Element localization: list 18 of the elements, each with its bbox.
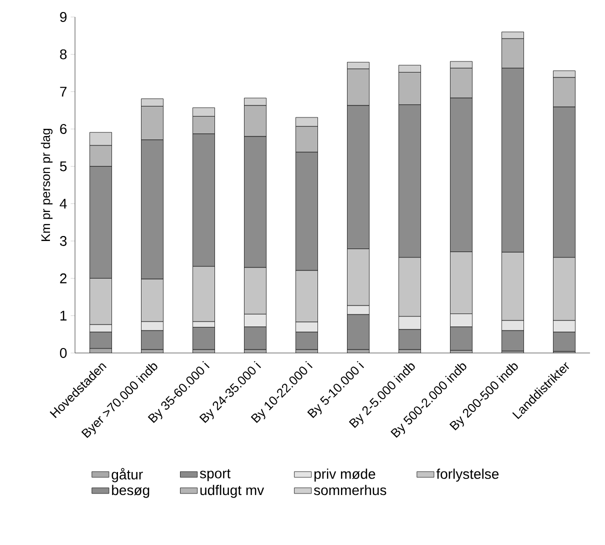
y-tick-label: 1 xyxy=(60,310,67,320)
legend-label: besøg xyxy=(112,484,150,498)
y-axis-title: Km pr person pr dag xyxy=(40,128,53,241)
legend-label: priv møde xyxy=(314,468,376,482)
y-tick-label: 3 xyxy=(60,236,67,246)
y-tick-label: 9 xyxy=(60,12,67,22)
y-tick-label: 0 xyxy=(60,348,67,358)
legend-label: sport xyxy=(200,469,231,482)
y-tick-label: 7 xyxy=(60,86,67,96)
legend-label: forlystelse xyxy=(436,468,499,482)
y-tick-label: 4 xyxy=(60,198,67,208)
legend-label: gåtur xyxy=(112,468,143,482)
legend-label: udflugt mv xyxy=(200,484,264,498)
y-tick-label: 8 xyxy=(60,49,67,60)
y-tick-label: 6 xyxy=(60,124,67,134)
legend-label: sommerhus xyxy=(314,484,386,496)
y-tick-label: 2 xyxy=(60,273,67,284)
y-tick-label: 5 xyxy=(60,161,67,172)
